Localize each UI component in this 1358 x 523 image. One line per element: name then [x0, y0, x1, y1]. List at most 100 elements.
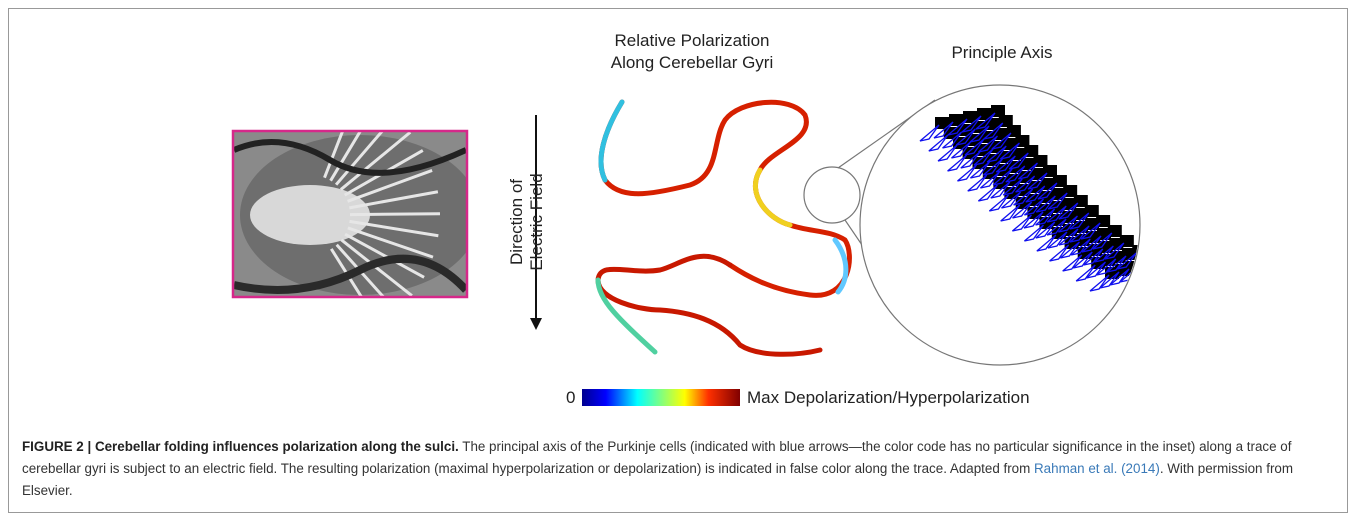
axis-arrow [1058, 202, 1079, 220]
axis-arrow [1116, 252, 1137, 270]
axis-arrow [1070, 238, 1091, 256]
colorbar-min: 0 [566, 388, 575, 407]
axis-arrow [1002, 178, 1023, 196]
axis-arrow [919, 124, 940, 142]
folium [340, 238, 413, 296]
axis-arrow [947, 154, 968, 172]
axis-arrow [977, 184, 998, 202]
folium [335, 243, 385, 296]
axis-arrow [1093, 245, 1114, 263]
axis-arrow [1035, 208, 1056, 226]
caption-label: FIGURE 2 | Cerebellar folding influences… [22, 439, 459, 454]
axis-arrow [937, 144, 958, 162]
axis-arrow [978, 135, 998, 153]
axis-arrow [1104, 242, 1125, 260]
inset-arrows [919, 105, 1159, 292]
axis-arrow [955, 128, 976, 146]
axis-arrow [1025, 185, 1046, 203]
axis-arrow [986, 145, 1007, 163]
cell-body [1145, 255, 1159, 267]
axis-arrow [1005, 165, 1026, 183]
axis-arrow [1072, 251, 1093, 269]
folium [344, 232, 425, 279]
axis-arrow [1018, 162, 1038, 180]
axis-arrow [992, 168, 1013, 186]
citation-link[interactable]: Rahman et al. (2014) [1034, 461, 1160, 476]
axis-arrow [995, 155, 1016, 173]
axis-arrow [969, 125, 990, 143]
axis-arrow [942, 131, 963, 149]
axis-arrow [960, 151, 981, 169]
axis-arrow [983, 122, 1004, 140]
axis-arrow [1109, 268, 1130, 286]
axis-arrow [1046, 218, 1067, 236]
axis-arrow [1075, 264, 1096, 282]
axis-arrow [957, 164, 978, 182]
panel-title: Along Cerebellar Gyri [611, 53, 774, 72]
folium [347, 169, 433, 203]
axis-arrow [947, 118, 968, 136]
axis-arrow [1027, 172, 1048, 190]
axis-arrow [1092, 232, 1113, 250]
axis-arrow [1046, 205, 1067, 223]
caption: FIGURE 2 | Cerebellar folding influences… [22, 436, 1340, 502]
axis-arrow [1069, 212, 1090, 230]
axis-arrow [933, 121, 954, 139]
cell-body [1135, 258, 1139, 270]
axis-label: Electric Field [527, 173, 546, 270]
axis-arrow [1058, 215, 1078, 233]
folium [339, 132, 412, 191]
axis-arrow [973, 148, 994, 166]
folium [349, 212, 441, 217]
zoom-circle [803, 166, 861, 224]
cell-body [1132, 245, 1139, 257]
axis-arrow [1036, 234, 1057, 252]
caption-text: . With permission from Elsevier. [22, 461, 1293, 498]
axis-arrow [1015, 175, 1036, 193]
axis-arrow [1083, 248, 1104, 266]
inset-title: Principle Axis [951, 43, 1052, 62]
gyri-trace [595, 99, 852, 357]
caption-text: The principal axis of the Purkinje cells… [22, 439, 1292, 476]
colorbar-max: Max Depolarization/Hyperpolarization [747, 388, 1030, 407]
axis-arrow [928, 134, 949, 152]
folium [349, 219, 439, 238]
axis-arrow [961, 115, 982, 133]
inset-circle [859, 84, 1141, 366]
axis-arrow [970, 161, 990, 179]
axis-arrow [982, 158, 1003, 176]
axis-arrow [991, 132, 1012, 150]
folium [330, 248, 363, 296]
axis-arrow [1011, 214, 1032, 232]
axis-arrow [1049, 244, 1070, 262]
folium [349, 190, 439, 210]
folium [334, 132, 384, 186]
axis-arrow [1001, 191, 1022, 209]
axis-arrow [988, 194, 1009, 212]
image-border [231, 129, 469, 299]
axis-arrow [967, 174, 988, 192]
axis-arrow [1062, 254, 1083, 272]
axis-arrow [1081, 235, 1102, 253]
axis-arrow [1035, 195, 1056, 213]
folium [347, 226, 434, 259]
axis-arrow [964, 138, 985, 156]
arrow-head [530, 318, 542, 330]
axis-arrow [999, 142, 1020, 160]
axis-arrow [1008, 152, 1029, 170]
axis-arrow [1106, 255, 1127, 273]
axis-arrow [975, 112, 996, 130]
axis-arrow [1099, 271, 1120, 289]
axis-arrow [1000, 204, 1021, 222]
folium [329, 132, 362, 182]
axis-arrow [1023, 211, 1044, 229]
figure-frame [8, 8, 1348, 513]
axis-arrow [980, 171, 1000, 189]
panel-title: Relative Polarization [615, 31, 770, 50]
axis-arrow [1058, 228, 1079, 246]
axis-arrow [1096, 258, 1117, 276]
axis-arrow [951, 141, 972, 159]
axis-arrow [1059, 241, 1080, 259]
axis-arrow [1013, 188, 1034, 206]
axis-arrow [1024, 198, 1044, 216]
